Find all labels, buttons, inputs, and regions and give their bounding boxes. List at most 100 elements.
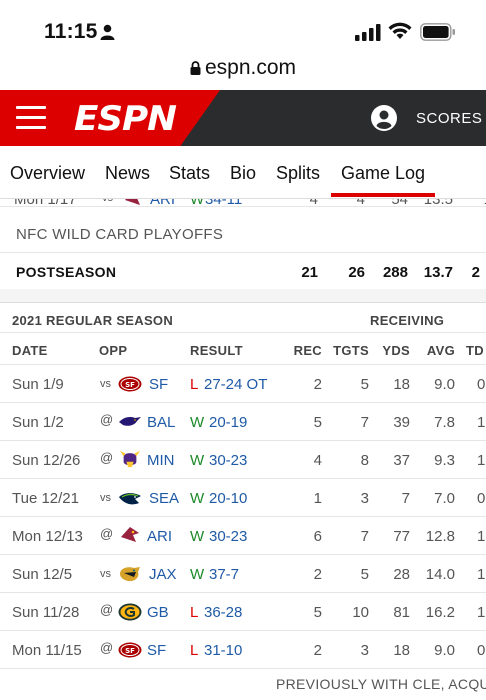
postseason-tgts: 26 — [348, 264, 365, 281]
url-text: espn.com — [204, 56, 297, 79]
row-yds: 77 — [393, 528, 410, 545]
row-result-score[interactable]: 37-7 — [209, 566, 240, 583]
row-result-score[interactable]: 30-23 — [209, 452, 248, 469]
row-avg: 7.0 — [434, 490, 455, 507]
row-result-score[interactable]: 30-23 — [209, 528, 248, 545]
row-opponent[interactable]: SF — [147, 642, 167, 659]
row-yds: 18 — [393, 642, 410, 659]
svg-text:SF: SF — [125, 647, 135, 655]
row-tgts: 8 — [360, 452, 369, 469]
row-venue: @ — [100, 526, 114, 541]
postseason-label: POSTSEASON — [16, 264, 117, 280]
row-tgts: 7 — [360, 414, 369, 431]
svg-text:SF: SF — [125, 381, 135, 389]
espn-logo[interactable]: ESPN — [74, 99, 177, 139]
browser-url-bar[interactable]: espn.com — [0, 56, 486, 90]
table-row: Mon 11/15 @ SF SF L 31-10 2 3 18 9.0 0 — [0, 631, 486, 669]
row-tgts: 7 — [360, 528, 369, 545]
row-result-score[interactable]: 20-19 — [209, 414, 248, 431]
row-avg: 7.8 — [434, 414, 455, 431]
row-yds: 81 — [393, 604, 410, 621]
row-result-code: W — [190, 490, 205, 507]
row-tgts: 3 — [360, 490, 369, 507]
wifi-icon — [388, 22, 412, 39]
table-row: Sun 1/2 @ BAL W 20-19 5 7 39 7.8 1 — [0, 403, 486, 441]
row-result-code: L — [190, 642, 199, 659]
espn-header: ESPN SCORES — [0, 90, 486, 146]
col-yds: YDS — [382, 343, 410, 358]
row-venue: vs — [100, 568, 111, 580]
scores-link[interactable]: SCORES — [416, 110, 483, 127]
row-date: Sun 1/9 — [12, 376, 64, 393]
row-td: 1 — [477, 452, 486, 469]
team-history-note: PREVIOUSLY WITH CLE, ACQU — [276, 676, 486, 692]
row-avg: 12.8 — [425, 528, 455, 545]
row-td: 0 — [477, 490, 486, 507]
row-result-code: W — [190, 414, 205, 431]
row-avg: 13.5 — [423, 199, 453, 208]
postseason-yds: 288 — [382, 264, 408, 281]
tab-stats[interactable]: Stats — [169, 163, 211, 183]
user-account-icon[interactable] — [371, 105, 397, 131]
row-td: 0 — [477, 642, 486, 659]
row-result-score[interactable]: 34-11 — [205, 199, 243, 208]
row-opponent[interactable]: MIN — [147, 452, 175, 469]
row-td: 1 — [477, 528, 486, 545]
lock-icon — [190, 61, 201, 75]
row-opponent[interactable]: JAX — [149, 566, 177, 583]
row-result-score[interactable]: 27-24 OT — [204, 376, 268, 393]
table-row: Tue 12/21 vs SEA W 20-10 1 3 7 7.0 0 — [0, 479, 486, 517]
cardinals-logo-icon — [125, 199, 140, 205]
row-opponent[interactable]: ARI — [150, 199, 176, 208]
tab-news[interactable]: News — [105, 163, 151, 183]
row-td: 1 — [477, 414, 486, 431]
row-result-score[interactable]: 31-10 — [204, 642, 243, 659]
row-date: Mon 12/13 — [12, 528, 83, 545]
row-venue: vs — [100, 378, 111, 390]
row-date: Mon 11/15 — [12, 642, 82, 659]
postseason-td: 2 — [471, 264, 480, 281]
row-avg: 9.0 — [434, 376, 455, 393]
hamburger-menu-icon[interactable] — [16, 106, 46, 130]
row-rec: 5 — [313, 604, 322, 621]
tab-overview[interactable]: Overview — [10, 163, 86, 183]
row-opponent[interactable]: SF — [149, 376, 169, 393]
tab-game-log[interactable]: Game Log — [330, 163, 436, 197]
row-tgts: 3 — [360, 642, 369, 659]
col-avg: AVG — [426, 343, 455, 358]
stat-category: RECEIVING — [370, 313, 445, 328]
packers-logo-icon — [118, 603, 142, 621]
row-yds: 7 — [401, 490, 410, 507]
row-opponent[interactable]: SEA — [149, 490, 180, 507]
tab-splits[interactable]: Splits — [276, 163, 321, 183]
row-rec: 4 — [309, 199, 318, 208]
battery-icon — [420, 23, 455, 41]
table-row: Sun 12/26 @ MIN W 30-23 4 8 37 9.3 1 — [0, 441, 486, 479]
vikings-logo-icon — [120, 450, 140, 468]
row-tgts: 5 — [360, 376, 369, 393]
row-yds: 39 — [393, 414, 410, 431]
row-opponent[interactable]: GB — [147, 604, 169, 621]
row-avg: 16.2 — [425, 604, 455, 621]
49ers-logo-icon: SF — [118, 642, 142, 658]
row-td: 1 — [477, 566, 486, 583]
row-opponent[interactable]: ARI — [147, 528, 173, 545]
col-td: TD — [466, 343, 484, 358]
ravens-logo-icon — [119, 417, 141, 426]
row-result-code: W — [190, 566, 205, 583]
table-row: Mon 12/13 @ ARI W 30-23 6 7 77 12.8 1 — [0, 517, 486, 555]
row-result-score[interactable]: 20-10 — [209, 490, 248, 507]
row-result-code: L — [190, 376, 199, 393]
tab-bio[interactable]: Bio — [230, 163, 257, 183]
row-result-code: L — [190, 604, 199, 621]
person-icon — [100, 24, 115, 40]
jaguars-logo-icon — [120, 567, 140, 582]
section-divider — [0, 289, 486, 303]
row-opponent[interactable]: BAL — [147, 414, 176, 431]
game-log-content[interactable]: Mon 1/17 vs ARI W 34-11 4 4 54 13.5 1 NF… — [0, 199, 486, 700]
row-result-score[interactable]: 36-28 — [204, 604, 243, 621]
table-row: Sun 12/5 vs JAX W 37-7 2 5 28 14.0 1 — [0, 555, 486, 593]
col-opp: OPP — [99, 343, 128, 358]
row-yds: 54 — [391, 199, 408, 208]
row-rec: 1 — [313, 490, 322, 507]
